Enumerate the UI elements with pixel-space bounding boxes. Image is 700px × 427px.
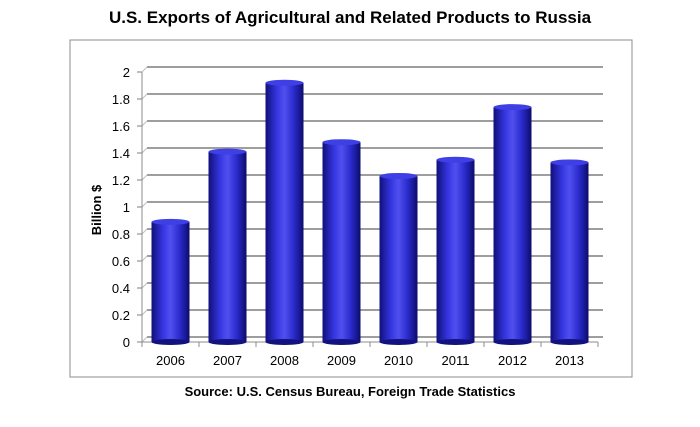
x-tick-label: 2012 <box>498 353 527 368</box>
y-tick-label: 0.2 <box>112 308 130 323</box>
bar-2006 <box>151 218 190 345</box>
bar-base <box>493 339 532 345</box>
bar-body <box>322 142 361 342</box>
bar-body <box>493 107 532 342</box>
bar-2009 <box>322 139 361 345</box>
grid-line-side <box>141 120 148 127</box>
bars <box>151 79 589 345</box>
x-tick-label: 2007 <box>213 353 242 368</box>
y-tick-label: 0.4 <box>112 281 130 296</box>
bar-body <box>208 151 247 342</box>
y-tick-label: 0 <box>123 335 130 350</box>
grid-line-side <box>141 93 148 100</box>
bar-base <box>208 339 247 345</box>
x-tick-label: 2011 <box>442 353 470 368</box>
bar-top <box>265 79 304 86</box>
bar-top <box>436 156 475 163</box>
bar-top <box>550 159 589 166</box>
bar-2013 <box>550 159 589 345</box>
x-tick-label: 2006 <box>156 353 185 368</box>
y-tick-label: 1.6 <box>112 119 130 134</box>
bar-top <box>208 148 247 155</box>
y-axis-label: Billion $ <box>89 184 104 235</box>
bar-body <box>151 221 190 342</box>
bar-body <box>550 162 589 342</box>
x-tick-label: 2009 <box>327 353 356 368</box>
bar-2012 <box>493 104 532 345</box>
bar-base <box>322 339 361 345</box>
grid-line-side <box>141 309 148 316</box>
grid-line-side <box>141 66 148 73</box>
bar-2008 <box>265 79 304 345</box>
y-tick-label: 0.8 <box>112 227 130 242</box>
grid-line-side <box>141 336 148 343</box>
grid-line-side <box>141 282 148 289</box>
bar-base <box>436 339 475 345</box>
y-tick-labels: 0 0.2 0.4 0.6 0.8 1 1.2 1.4 1.6 1.8 2 <box>112 65 130 350</box>
y-tick-label: 0.6 <box>112 254 130 269</box>
y-tick-label: 1 <box>123 200 130 215</box>
bar-body <box>436 159 475 342</box>
bar-2007 <box>208 148 247 345</box>
y-tick-label: 2 <box>123 65 130 80</box>
bar-top <box>379 172 418 179</box>
bar-2010 <box>379 172 418 345</box>
y-tick-label: 1.2 <box>112 173 130 188</box>
y-tick-label: 1.8 <box>112 92 130 107</box>
x-tick-label: 2013 <box>555 353 584 368</box>
x-tick-label: 2010 <box>384 353 413 368</box>
bar-base <box>265 339 304 345</box>
bar-body <box>379 175 418 342</box>
y-tick-label: 1.4 <box>112 146 130 161</box>
bar-top <box>151 218 190 225</box>
chart-title: U.S. Exports of Agricultural and Related… <box>108 8 592 27</box>
bar-base <box>550 339 589 345</box>
bar-body <box>265 82 304 343</box>
bar-2011 <box>436 156 475 345</box>
grid-line-side <box>141 255 148 262</box>
x-tick-labels: 2006 2007 2008 2009 2010 2011 2012 2013 <box>141 342 599 368</box>
source-note: Source: U.S. Census Bureau, Foreign Trad… <box>184 384 516 399</box>
bar-top <box>493 104 532 111</box>
grid-line-side <box>141 147 148 154</box>
x-tick-label: 2008 <box>270 353 299 368</box>
bar-base <box>151 339 190 345</box>
bar-base <box>379 339 418 345</box>
grid-line-side <box>141 201 148 208</box>
grid-line-side <box>141 228 148 235</box>
bar-top <box>322 139 361 146</box>
grid-line-side <box>141 174 148 181</box>
